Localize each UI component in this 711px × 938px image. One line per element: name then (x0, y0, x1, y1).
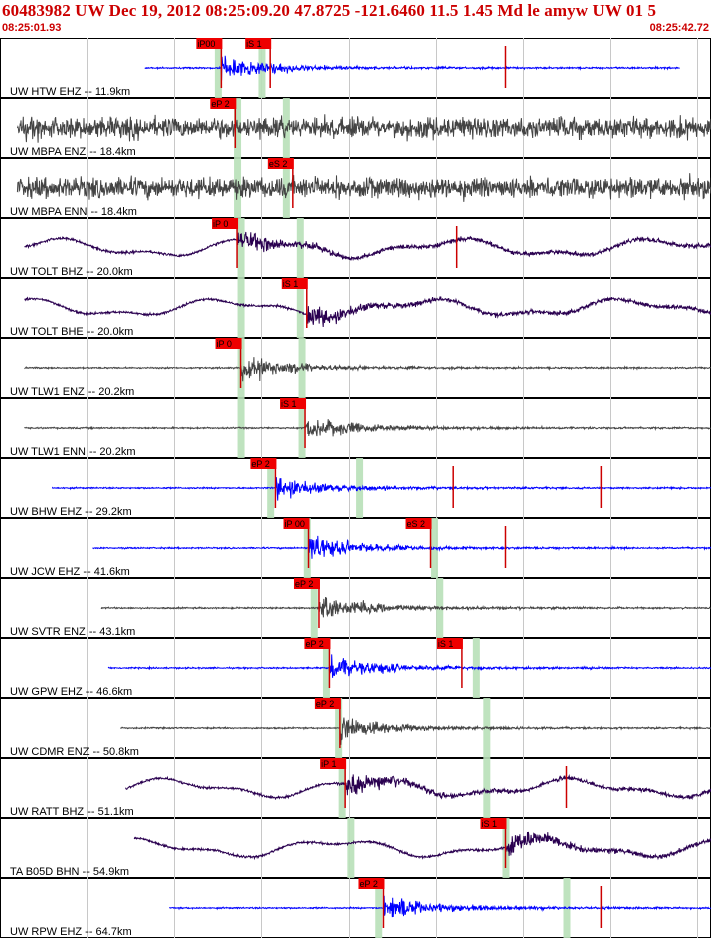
pick-label: eP 2 (305, 639, 323, 649)
pick-label: iS 1 (438, 639, 454, 649)
theoretical-arrival-bar (296, 278, 304, 338)
station-label: UW MBPA ENN -- 18.4km (10, 206, 137, 218)
trace-panel: iS 1 UW TLW1 ENN -- 20.2km (0, 398, 711, 458)
station-label: UW BHW EHZ -- 29.2km (10, 506, 132, 518)
pick-flag (358, 878, 385, 889)
trace-panel: iP 0 UW TLW1 ENZ -- 20.2km (0, 338, 711, 398)
waveform (133, 831, 711, 861)
waveform (24, 357, 711, 382)
pick-label: iP 0 (217, 339, 232, 349)
pick-flag (436, 638, 463, 649)
pick-label: iS 1 (281, 399, 297, 409)
pick-label: iP 0 (213, 219, 228, 229)
pick-label: eP 2 (251, 459, 269, 469)
station-label: UW TOLT BHZ -- 20.0km (10, 266, 133, 278)
panel-frame (0, 818, 711, 878)
pick-flag (267, 158, 294, 169)
pick-label: eP 2 (316, 699, 334, 709)
station-label: UW RATT BHZ -- 51.1km (10, 806, 134, 818)
station-label: UW SVTR ENZ -- 43.1km (10, 626, 135, 638)
pick-flag (212, 218, 239, 229)
seismogram-panels: iP00 iS 1 UW HTW EHZ -- 11.9km eP 2 UW MBPA … (0, 38, 711, 938)
trace-panel: iP00 iS 1 UW HTW EHZ -- 11.9km (0, 38, 711, 98)
pick-flag (245, 38, 272, 49)
waveform (24, 296, 711, 328)
pick-flag (314, 698, 341, 709)
pick-flag (304, 638, 331, 649)
panel-frame (0, 218, 711, 278)
pick-label: eP 2 (359, 879, 377, 889)
waveform (92, 535, 711, 559)
pick-label: eS 2 (407, 519, 426, 529)
pick-flag (293, 578, 320, 589)
theoretical-arrival-bar (296, 218, 304, 278)
theoretical-arrival-bar (347, 818, 355, 878)
header: 60483982 UW Dec 19, 2012 08:25:09.20 47.… (0, 0, 711, 38)
waveform (120, 717, 711, 745)
pick-label: eP 2 (295, 579, 313, 589)
station-label: UW TLW1 ENN -- 20.2km (10, 446, 136, 458)
pick-label: iP 1 (321, 759, 336, 769)
waveform (16, 114, 711, 143)
waveform (100, 596, 711, 618)
trace-panel: eP 2 iS 1 UW GPW EHZ -- 46.6km (0, 638, 711, 698)
waveform (16, 173, 711, 202)
event-title: 60483982 UW Dec 19, 2012 08:25:09.20 47.… (2, 1, 657, 20)
trace-panel: eP 2 UW CDMR ENZ -- 50.8km (0, 698, 711, 758)
station-label: TA B05D BHN -- 54.9km (10, 866, 129, 878)
waveform (144, 55, 681, 81)
pick-flag (250, 458, 277, 469)
trace-panel: iP 1 UW RATT BHZ -- 51.1km (0, 758, 711, 818)
pick-flag (320, 758, 347, 769)
pick-flag (405, 518, 432, 529)
station-label: UW JCW EHZ -- 41.6km (10, 566, 130, 578)
trace-panel: eP 2 UW BHW EHZ -- 29.2km (0, 458, 711, 518)
waveform (51, 477, 711, 501)
station-label: UW TLW1 ENZ -- 20.2km (10, 386, 134, 398)
theoretical-arrival-bar (258, 38, 266, 98)
pick-flag (280, 398, 307, 409)
pick-label: eP 2 (211, 99, 229, 109)
station-label: UW MBPA ENZ -- 18.4km (10, 146, 136, 158)
trace-panel: eP 2 UW MBPA ENZ -- 18.4km (0, 98, 711, 158)
start-time-label: 08:25:01.93 (2, 22, 62, 34)
trace-panel: eS 2 UW MBPA ENN -- 18.4km (0, 158, 711, 218)
waveform (24, 231, 711, 262)
pick-label: iS 1 (246, 39, 262, 49)
pick-flag (281, 278, 308, 289)
pick-flag (196, 38, 223, 49)
trace-panel: iP 00 eS 2 UW JCW EHZ -- 41.6km (0, 518, 711, 578)
station-label: UW HTW EHZ -- 11.9km (10, 86, 130, 98)
station-label: UW RPW EHZ -- 64.7km (10, 926, 132, 938)
theoretical-arrival-bar (483, 758, 491, 818)
pick-label: iS 1 (481, 819, 497, 829)
pick-label: iS 1 (283, 279, 299, 289)
waveform (125, 773, 711, 801)
pick-label: iP00 (197, 39, 215, 49)
station-label: UW CDMR ENZ -- 50.8km (10, 746, 139, 758)
waveform (107, 654, 711, 678)
trace-panel: iS 1 TA B05D BHN -- 54.9km (0, 818, 711, 878)
station-label: UW GPW EHZ -- 46.6km (10, 686, 132, 698)
station-label: UW TOLT BHE -- 20.0km (10, 326, 133, 338)
trace-panel: iP 0 UW TOLT BHZ -- 20.0km (0, 218, 711, 278)
pick-flag (210, 98, 237, 109)
trace-panel: eP 2 UW RPW EHZ -- 64.7km (0, 878, 711, 938)
trace-panel: iS 1 UW TOLT BHE -- 20.0km (0, 278, 711, 338)
pick-flag (215, 338, 242, 349)
theoretical-arrival-bar (237, 278, 245, 338)
theoretical-arrival-bar (237, 218, 245, 278)
trace-panel: eP 2 UW SVTR ENZ -- 43.1km (0, 578, 711, 638)
waveform (168, 895, 711, 918)
end-time-label: 08:25:42.72 (649, 22, 709, 34)
pick-flag (480, 818, 507, 829)
pick-label: iP 00 (285, 519, 305, 529)
waveform (24, 419, 711, 437)
pick-flag (283, 518, 310, 529)
theoretical-arrival-bar (282, 158, 290, 218)
theoretical-arrival-bar (338, 758, 346, 818)
pick-label: eS 2 (269, 159, 288, 169)
